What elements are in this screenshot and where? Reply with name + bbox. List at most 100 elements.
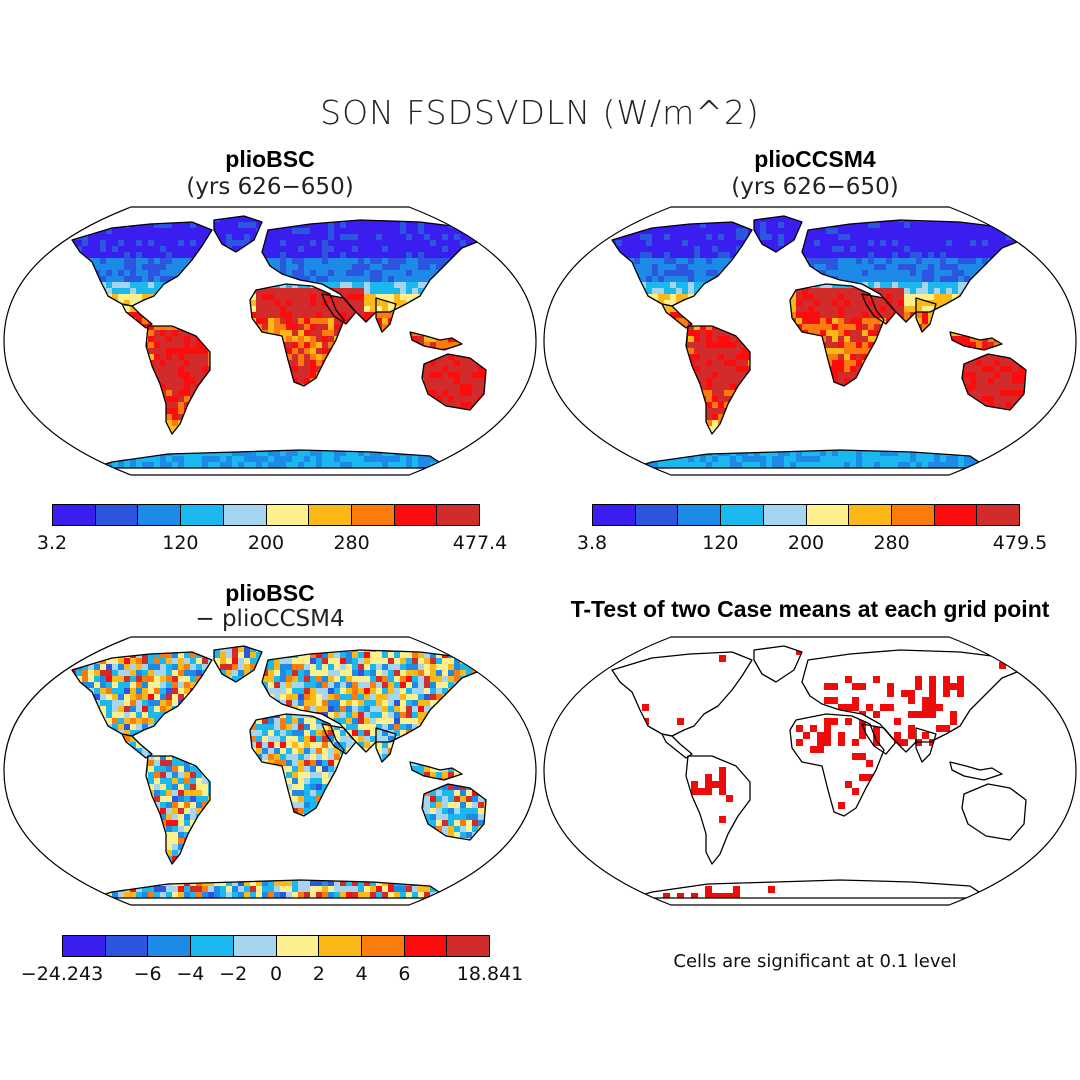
map-cell [190, 372, 196, 378]
map-cell [334, 246, 340, 252]
map-cell [544, 204, 550, 210]
map-cell [154, 336, 160, 342]
map-cell [28, 438, 34, 444]
map-cell [880, 240, 886, 246]
map-cell [166, 246, 172, 252]
map-cell [712, 234, 718, 240]
map-cell [112, 252, 118, 258]
map-cell [148, 342, 154, 348]
map-cell [394, 252, 400, 258]
map-cell [976, 204, 982, 210]
map-cell [430, 228, 436, 234]
map-cell [526, 462, 532, 468]
map-cell [4, 294, 10, 300]
map-cell [388, 456, 394, 462]
map-cell [712, 246, 718, 252]
map-cell [262, 294, 268, 300]
map-cell [340, 264, 346, 270]
map-cell [376, 276, 382, 282]
map-cell [58, 462, 64, 468]
map-cell [424, 378, 430, 384]
map-cell [1042, 228, 1048, 234]
map-cell [514, 246, 520, 252]
map-cell [442, 396, 448, 402]
map-cell [448, 228, 454, 234]
map-cell [430, 246, 436, 252]
map-cell [1066, 222, 1072, 228]
map-cell [520, 240, 526, 246]
map-cell [454, 396, 460, 402]
map-cell [946, 246, 952, 252]
map-cell [382, 240, 388, 246]
map-cell [130, 234, 136, 240]
map-cell [988, 240, 994, 246]
map-cell [292, 306, 298, 312]
map-cell [94, 246, 100, 252]
map-cell [190, 222, 196, 228]
map-cell [568, 222, 574, 228]
map-cell [508, 228, 514, 234]
map-cell [688, 246, 694, 252]
map-cell [178, 342, 184, 348]
map-cell [286, 264, 292, 270]
map-cell [694, 222, 700, 228]
map-cell [622, 204, 628, 210]
map-cell [304, 348, 310, 354]
map-cell [310, 318, 316, 324]
map-cell [496, 426, 502, 432]
map-cell [310, 360, 316, 366]
map-cell [172, 222, 178, 228]
map-cell [268, 324, 274, 330]
map-cell [154, 342, 160, 348]
map-cell [124, 294, 130, 300]
map-cell [178, 390, 184, 396]
map-cell [352, 252, 358, 258]
map-cell [424, 258, 430, 264]
map-cell [274, 246, 280, 252]
map-cell [838, 228, 844, 234]
map-cell [10, 276, 16, 282]
map-cell [1042, 222, 1048, 228]
map-cell [184, 384, 190, 390]
map-cell [148, 288, 154, 294]
coastline-eurasia [261, 219, 483, 323]
map-cell [304, 300, 310, 306]
map-cell [544, 252, 550, 258]
map-cell [388, 312, 394, 318]
map-cell [682, 246, 688, 252]
map-cell [118, 246, 124, 252]
map-cell [352, 288, 358, 294]
map-cell [556, 240, 562, 246]
map-cell [490, 438, 496, 444]
map-cell [466, 378, 472, 384]
map-cell [532, 432, 538, 438]
map-cell [514, 456, 520, 462]
map-cell [424, 228, 430, 234]
map-cell [502, 246, 508, 252]
map-cell [286, 288, 292, 294]
map-cell [388, 282, 394, 288]
map-cell [16, 426, 22, 432]
map-cell [394, 240, 400, 246]
map-cell [28, 204, 34, 210]
map-cell [514, 234, 520, 240]
map-cell [178, 222, 184, 228]
map-cell [454, 354, 460, 360]
map-cell [160, 462, 166, 468]
map-cell [136, 270, 142, 276]
map-cell [292, 270, 298, 276]
map-cell [502, 456, 508, 462]
map-cell [358, 228, 364, 234]
map-cell [76, 462, 82, 468]
map-cell [424, 222, 430, 228]
map-cell [1042, 234, 1048, 240]
map-cell [376, 222, 382, 228]
map-cell [1036, 246, 1042, 252]
map-cell [28, 258, 34, 264]
map-cell [178, 348, 184, 354]
map-cell [268, 318, 274, 324]
map-cell [238, 450, 244, 456]
map-cell [490, 234, 496, 240]
map-cell [148, 252, 154, 258]
map-cell [514, 210, 520, 216]
